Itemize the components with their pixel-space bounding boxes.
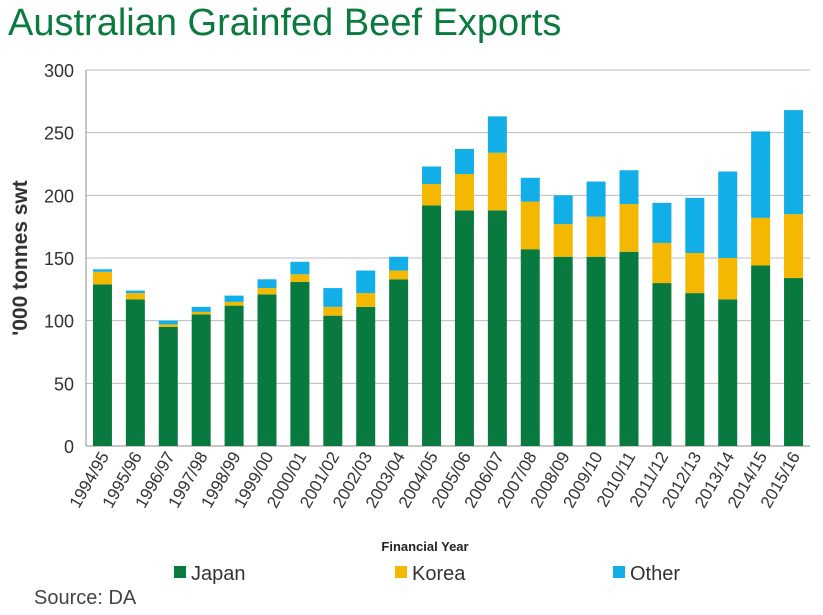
y-axis-label: '000 tonnes swt xyxy=(9,180,32,336)
bar-korea xyxy=(356,293,376,307)
bar-other xyxy=(553,195,573,225)
y-tick-label: 50 xyxy=(54,374,74,394)
bar-korea xyxy=(454,174,474,211)
legend-label-japan: Japan xyxy=(191,563,246,585)
bar-korea xyxy=(784,214,804,279)
bar-japan xyxy=(520,249,540,446)
y-tick-label: 100 xyxy=(44,312,74,332)
bar-japan xyxy=(718,299,738,446)
legend-label-korea: Korea xyxy=(412,563,466,585)
bar-other xyxy=(751,131,771,218)
y-tick-label: 300 xyxy=(44,61,74,81)
bar-japan xyxy=(685,293,705,446)
y-tick-label: 250 xyxy=(44,124,74,144)
bar-other xyxy=(718,171,738,258)
bar-japan xyxy=(487,210,507,446)
bar-other xyxy=(158,320,178,325)
bar-other xyxy=(454,148,474,175)
bar-other xyxy=(257,279,277,289)
bar-japan xyxy=(784,278,804,446)
bar-japan xyxy=(652,283,672,446)
y-tick-labels: 0 50 100 150 200 250 300 xyxy=(44,61,74,457)
bar-korea xyxy=(487,152,507,211)
bar-japan xyxy=(158,326,178,446)
bar-korea xyxy=(422,184,442,206)
bar-japan xyxy=(586,256,606,446)
y-tick-label: 200 xyxy=(44,186,74,206)
bar-other xyxy=(784,110,804,215)
bar-other xyxy=(224,295,244,302)
bar-other xyxy=(685,197,705,253)
chart-title: Australian Grainfed Beef Exports xyxy=(8,2,562,44)
bar-korea xyxy=(718,258,738,300)
y-tick-label: 150 xyxy=(44,249,74,269)
bar-korea xyxy=(553,224,573,257)
bar-japan xyxy=(751,265,771,446)
y-tick-label: 0 xyxy=(64,437,74,457)
bar-other xyxy=(125,290,145,294)
bar-other xyxy=(389,256,409,271)
legend-label-other: Other xyxy=(630,563,680,585)
bar-other xyxy=(323,288,343,307)
bar-japan xyxy=(92,284,112,446)
bar-korea xyxy=(619,204,639,252)
bar-other xyxy=(356,270,376,294)
bar-japan xyxy=(553,256,573,446)
bar-korea xyxy=(191,311,211,315)
bar-japan xyxy=(356,306,376,446)
bar-korea xyxy=(652,242,672,284)
bar-japan xyxy=(454,210,474,446)
bar-korea xyxy=(158,324,178,327)
bar-korea xyxy=(520,201,540,250)
bar-japan xyxy=(125,299,145,446)
source-note: Source: DA xyxy=(34,587,137,609)
bar-other xyxy=(92,269,112,272)
legend-swatch-korea xyxy=(395,566,407,578)
bar-korea xyxy=(290,274,310,282)
x-axis-label: Financial Year xyxy=(381,539,468,554)
bar-other xyxy=(191,306,211,312)
bar-korea xyxy=(751,217,771,266)
legend-swatch-japan xyxy=(174,566,186,578)
bar-korea xyxy=(323,306,343,316)
bar-other xyxy=(290,261,310,275)
bar-other xyxy=(520,177,540,202)
bar-korea xyxy=(586,216,606,257)
bar-other xyxy=(487,116,507,153)
bar-japan xyxy=(290,281,310,446)
bar-korea xyxy=(224,301,244,306)
bar-japan xyxy=(422,205,442,446)
bar-other xyxy=(619,170,639,205)
bar-korea xyxy=(257,288,277,295)
bar-japan xyxy=(257,294,277,446)
bar-japan xyxy=(389,279,409,446)
x-tick-labels: 1994/951995/961996/971997/981998/991999/… xyxy=(66,449,804,512)
bar-other xyxy=(652,202,672,243)
bar-japan xyxy=(619,251,639,446)
bars xyxy=(92,110,804,446)
bar-other xyxy=(422,166,442,185)
legend: Japan Korea Other xyxy=(174,563,680,585)
legend-swatch-other xyxy=(613,566,625,578)
bar-korea xyxy=(125,293,145,300)
bar-korea xyxy=(685,252,705,294)
bar-japan xyxy=(191,314,211,446)
bar-japan xyxy=(224,305,244,446)
bar-korea xyxy=(92,271,112,285)
bar-korea xyxy=(389,270,409,280)
bar-other xyxy=(586,181,606,217)
bar-japan xyxy=(323,315,343,446)
